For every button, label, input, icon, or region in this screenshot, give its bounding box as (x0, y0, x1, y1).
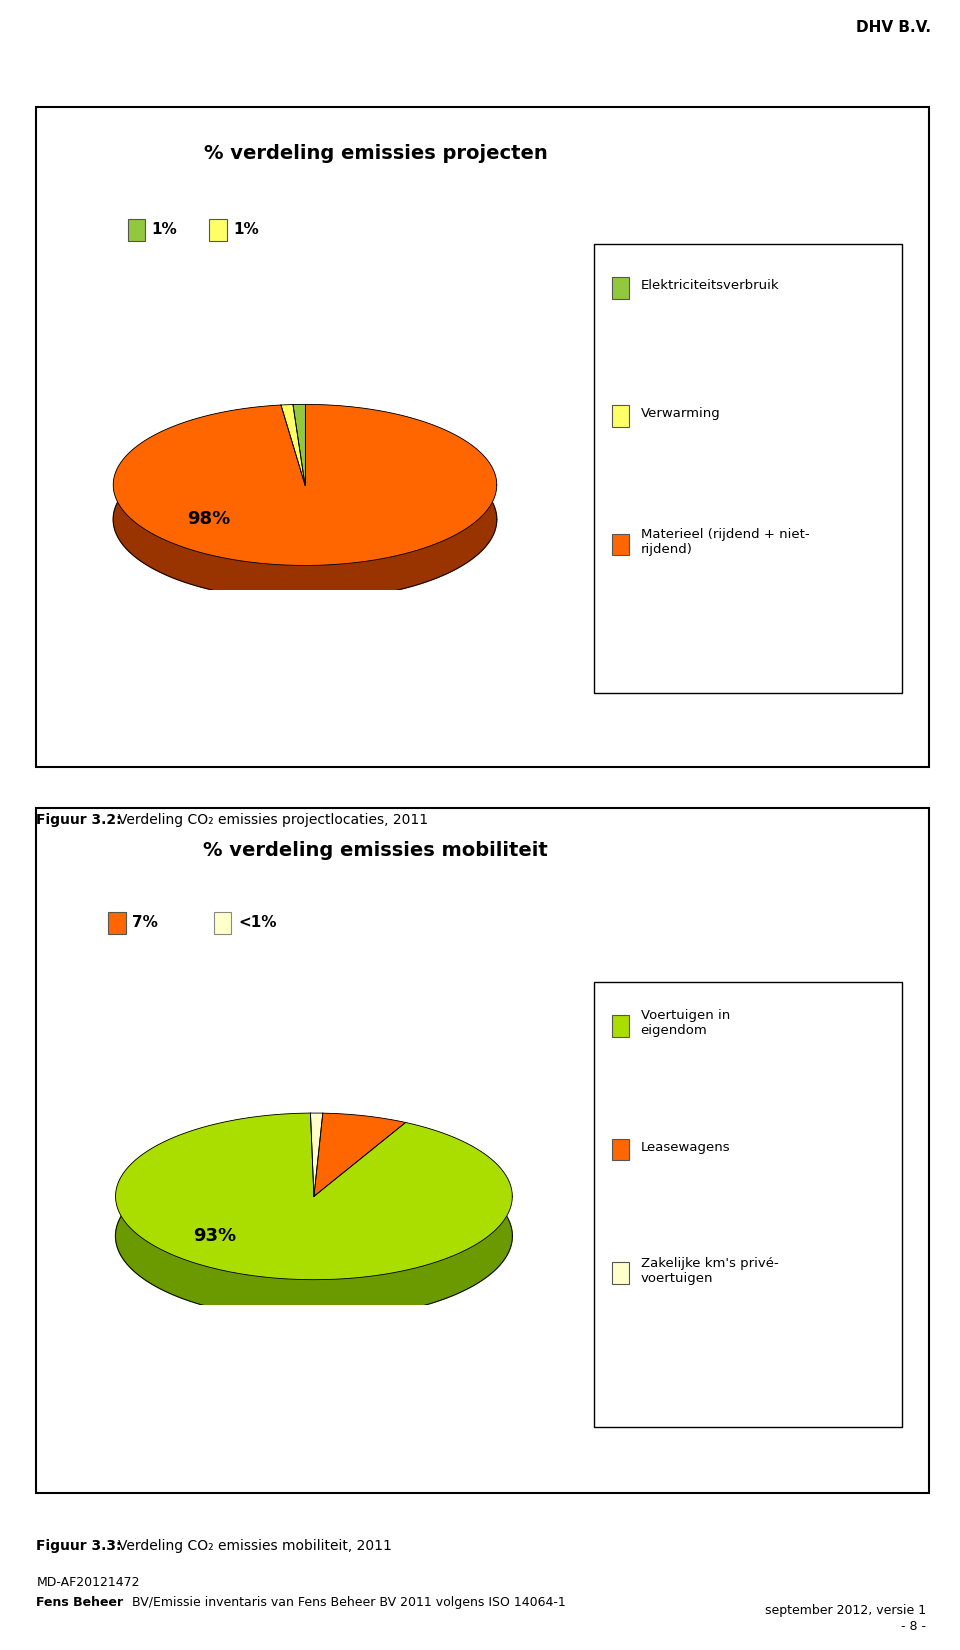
Polygon shape (115, 1114, 513, 1280)
Text: Figuur 3.3:: Figuur 3.3: (36, 1539, 122, 1553)
Polygon shape (115, 1114, 513, 1320)
Text: Voertuigen in
eigendom: Voertuigen in eigendom (640, 1010, 730, 1038)
Polygon shape (293, 404, 305, 485)
Text: Figuur 3.2:: Figuur 3.2: (36, 813, 122, 827)
Text: Leasewagens: Leasewagens (640, 1140, 731, 1153)
Text: Materieel (rijdend + niet-
rijdend): Materieel (rijdend + niet- rijdend) (640, 528, 809, 556)
Text: 1%: 1% (152, 221, 178, 238)
Text: <1%: <1% (238, 914, 276, 931)
Polygon shape (293, 404, 305, 439)
Polygon shape (314, 1114, 405, 1196)
Text: Fens Beheer: Fens Beheer (36, 1596, 124, 1609)
Text: Zakelijke km's privé-
voertuigen: Zakelijke km's privé- voertuigen (640, 1257, 779, 1285)
Polygon shape (310, 1114, 323, 1153)
Text: Verdeling CO₂ emissies projectlocaties, 2011: Verdeling CO₂ emissies projectlocaties, … (118, 813, 428, 827)
Text: MD-AF20121472: MD-AF20121472 (36, 1576, 140, 1589)
Text: % verdeling emissies mobiliteit: % verdeling emissies mobiliteit (204, 842, 548, 861)
Polygon shape (113, 439, 496, 601)
Text: Elektriciteitsverbruik: Elektriciteitsverbruik (640, 279, 780, 292)
Text: Verdeling CO₂ emissies mobiliteit, 2011: Verdeling CO₂ emissies mobiliteit, 2011 (118, 1539, 392, 1553)
Text: 1%: 1% (233, 221, 259, 238)
Text: 7%: 7% (132, 914, 158, 931)
Text: DHV B.V.: DHV B.V. (856, 20, 931, 35)
Text: % verdeling emissies projecten: % verdeling emissies projecten (204, 144, 547, 163)
Text: BV/Emissie inventaris van Fens Beheer BV 2011 volgens ISO 14064-1: BV/Emissie inventaris van Fens Beheer BV… (128, 1596, 565, 1609)
Polygon shape (281, 404, 305, 485)
Text: 93%: 93% (193, 1228, 236, 1246)
Text: Verwarming: Verwarming (640, 408, 720, 421)
Text: 98%: 98% (187, 510, 230, 528)
Polygon shape (113, 404, 496, 601)
Text: september 2012, versie 1: september 2012, versie 1 (765, 1604, 926, 1617)
Polygon shape (310, 1114, 323, 1196)
Polygon shape (323, 1114, 405, 1162)
Polygon shape (281, 404, 293, 439)
Polygon shape (115, 1153, 513, 1320)
Text: - 8 -: - 8 - (901, 1620, 926, 1634)
Polygon shape (113, 404, 496, 566)
